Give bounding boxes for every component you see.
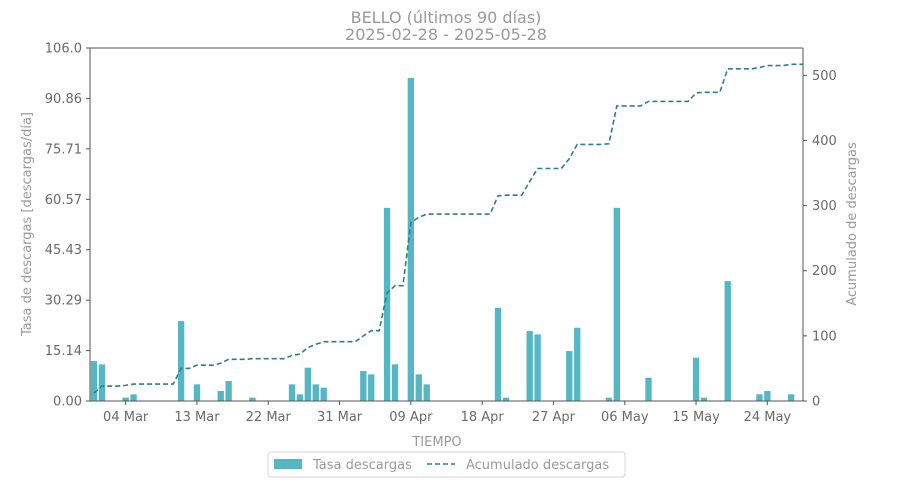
bar xyxy=(193,384,201,401)
bar xyxy=(368,374,375,401)
y-left-tick-label: 45.43 xyxy=(45,243,82,258)
y-left-tick-label: 106.0 xyxy=(45,42,82,57)
x-tick-label: 13 Mar xyxy=(174,410,220,425)
bar xyxy=(526,331,533,401)
y-right-tick-label: 400 xyxy=(812,134,837,149)
x-tick-label: 24 May xyxy=(744,410,792,425)
x-tick-label: 04 Mar xyxy=(103,410,149,425)
bar xyxy=(360,371,367,401)
bar xyxy=(304,367,312,401)
cumulative-line xyxy=(93,63,803,394)
legend-label-bars: Tasa descargas xyxy=(312,458,412,473)
y-axis-left-label: Tasa de descargas [descargas/día] xyxy=(20,112,35,337)
bar xyxy=(566,351,573,401)
bar xyxy=(90,361,98,401)
bar xyxy=(700,397,708,401)
legend-swatch-bars xyxy=(274,459,302,469)
chart-subtitle: 2025-02-28 - 2025-05-28 xyxy=(345,25,547,44)
x-tick-label: 22 Mar xyxy=(246,410,292,425)
bar xyxy=(288,384,296,401)
y-right-tick-label: 200 xyxy=(812,264,837,279)
x-tick-label: 15 May xyxy=(672,410,720,425)
y-right-tick-label: 100 xyxy=(812,329,837,344)
bar xyxy=(296,394,304,401)
bar xyxy=(645,377,652,401)
bar xyxy=(122,397,129,401)
legend: Tasa descargas Acumulado descargas xyxy=(267,451,626,478)
bar xyxy=(613,207,620,401)
bar xyxy=(423,384,430,401)
x-tick-label: 06 May xyxy=(601,410,649,425)
x-tick-label: 31 Mar xyxy=(317,410,363,425)
y-right-tick-label: 0 xyxy=(812,395,820,410)
bar xyxy=(502,397,510,401)
bar xyxy=(574,327,581,401)
chart-title: BELLO (últimos 90 días) xyxy=(351,8,542,27)
x-axis-label: TIEMPO xyxy=(411,435,461,450)
bar xyxy=(383,207,391,401)
bar xyxy=(177,321,185,401)
x-tick-label: 18 Apr xyxy=(461,410,505,425)
axes-layer: 0.00 15.14 30.29 45.43 60.57 75.71 90.86 106.0 0… xyxy=(45,42,837,426)
bar xyxy=(764,391,771,401)
y-left-tick-label: 15.14 xyxy=(45,344,82,359)
bar xyxy=(130,394,137,401)
bar xyxy=(415,374,422,401)
bar xyxy=(391,364,399,401)
y-left-tick-label: 60.57 xyxy=(45,193,82,208)
y-left-tick-label: 30.29 xyxy=(45,294,82,309)
y-left-tick-label: 0.00 xyxy=(53,395,82,410)
x-tick-label: 09 Apr xyxy=(389,410,433,425)
bar xyxy=(320,387,327,401)
bar xyxy=(217,391,224,401)
y-right-tick-label: 300 xyxy=(812,199,837,214)
bars-layer xyxy=(90,77,795,401)
bar xyxy=(787,394,795,401)
bar xyxy=(605,397,613,401)
bar xyxy=(756,394,763,401)
bar xyxy=(225,381,232,401)
bar xyxy=(724,281,731,401)
bar xyxy=(692,357,700,401)
y-left-tick-label: 75.71 xyxy=(45,142,82,157)
legend-label-line: Acumulado descargas xyxy=(466,458,609,473)
x-tick-label: 27 Apr xyxy=(532,410,576,425)
bar xyxy=(312,384,319,401)
bar xyxy=(407,77,415,401)
bar xyxy=(534,334,541,401)
line-layer xyxy=(93,63,803,394)
bar xyxy=(98,364,106,401)
bar xyxy=(249,397,256,401)
bar xyxy=(494,307,502,401)
y-axis-right-label: Acumulado de descargas xyxy=(845,142,860,306)
y-left-tick-label: 90.86 xyxy=(45,92,82,107)
y-right-tick-label: 500 xyxy=(812,69,837,84)
